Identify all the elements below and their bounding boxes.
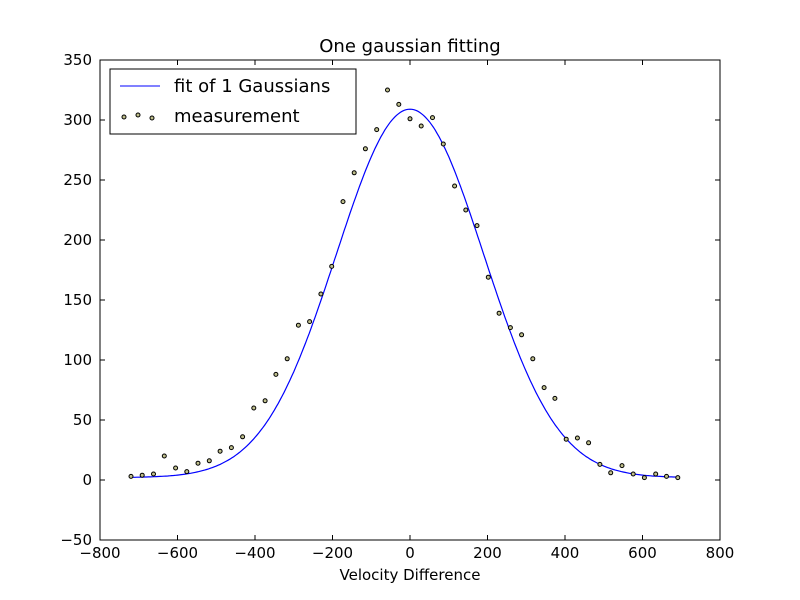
measurement-point: [351, 170, 357, 176]
measurement-point: [240, 434, 246, 440]
x-tick-label: 800: [706, 544, 735, 562]
measurement-point: [541, 385, 547, 391]
measurement-point: [139, 472, 145, 478]
measurement-point: [474, 223, 480, 229]
measurement-point: [641, 475, 647, 481]
y-tick-label: 100: [63, 351, 92, 369]
legend-marker-dot: [121, 114, 127, 120]
y-tick-label: 300: [63, 111, 92, 129]
measurement-point: [675, 475, 681, 481]
fit-curve: [131, 108, 678, 478]
x-tick-label: 0: [405, 544, 415, 562]
x-tick-label: −600: [157, 544, 198, 562]
measurement-point: [619, 463, 625, 469]
measurement-point: [563, 436, 569, 442]
measurement-point: [173, 465, 179, 471]
measurement-point: [295, 322, 301, 328]
measurement-point: [430, 115, 435, 121]
measurement-point: [228, 445, 234, 451]
measurement-point: [385, 87, 390, 93]
measurement-point: [284, 356, 290, 362]
x-tick-label: 400: [551, 544, 580, 562]
y-tick-label: −50: [60, 531, 92, 549]
measurement-point: [329, 263, 335, 269]
y-tick-label: 350: [63, 51, 92, 69]
measurement-point: [507, 325, 513, 331]
measurement-point: [407, 116, 413, 122]
x-axis-label: Velocity Difference: [340, 566, 481, 584]
measurement-point: [440, 141, 446, 147]
y-tick-label: 200: [63, 231, 92, 249]
legend-marker-dot: [135, 112, 141, 118]
measurement-point: [340, 199, 346, 205]
measurement-point: [653, 471, 659, 477]
measurement-point: [485, 274, 491, 280]
chart-title: One gaussian fitting: [319, 36, 500, 57]
measurement-point: [496, 310, 502, 316]
x-tick-label: 200: [473, 544, 502, 562]
measurement-points: [128, 87, 681, 481]
measurement-point: [251, 405, 257, 411]
legend: fit of 1 Gaussians measurement: [109, 68, 357, 135]
x-tick-label: −200: [312, 544, 353, 562]
x-tick-label: 600: [628, 544, 657, 562]
plot-area: [100, 60, 720, 540]
x-tick-label: −400: [234, 544, 275, 562]
measurement-point: [608, 470, 614, 476]
measurement-point: [586, 440, 592, 446]
y-tick-label: 150: [63, 291, 92, 309]
measurement-point: [273, 371, 279, 377]
measurement-point: [574, 435, 580, 441]
measurement-point: [374, 127, 380, 133]
measurement-point: [161, 453, 167, 459]
measurement-point: [530, 356, 536, 362]
legend-label-fit: fit of 1 Gaussians: [174, 76, 330, 97]
measurement-point: [597, 461, 603, 467]
legend-box: [109, 68, 357, 135]
x-tick-label: −800: [79, 544, 120, 562]
y-tick-label: 250: [63, 171, 92, 189]
measurement-point: [452, 183, 458, 189]
measurement-point: [318, 291, 324, 297]
fit-layer: [131, 108, 678, 478]
measurement-point: [362, 146, 368, 152]
measurement-point: [418, 123, 424, 129]
y-tick-label: 0: [82, 471, 92, 489]
measurement-point: [664, 473, 669, 479]
measurement-point: [463, 207, 469, 213]
measurement-point: [519, 332, 525, 338]
measurement-point: [206, 458, 212, 464]
measurement-point: [128, 473, 134, 479]
axis-ticks: −800 −600 −400 −200 0 200 400 600 800 −50 0 50 100 15…: [60, 51, 734, 562]
measurement-point: [630, 471, 636, 477]
measurement-point: [262, 398, 268, 404]
measurement-point: [195, 460, 201, 466]
measurement-point: [184, 469, 190, 475]
y-tick-label: 50: [73, 411, 92, 429]
measurement-point: [552, 395, 558, 401]
legend-marker-dot: [149, 115, 155, 121]
measurement-point: [307, 319, 313, 325]
measurement-point: [396, 101, 402, 107]
measurement-point: [217, 448, 223, 454]
legend-label-measurement: measurement: [174, 106, 300, 127]
measurement-point: [151, 471, 156, 477]
